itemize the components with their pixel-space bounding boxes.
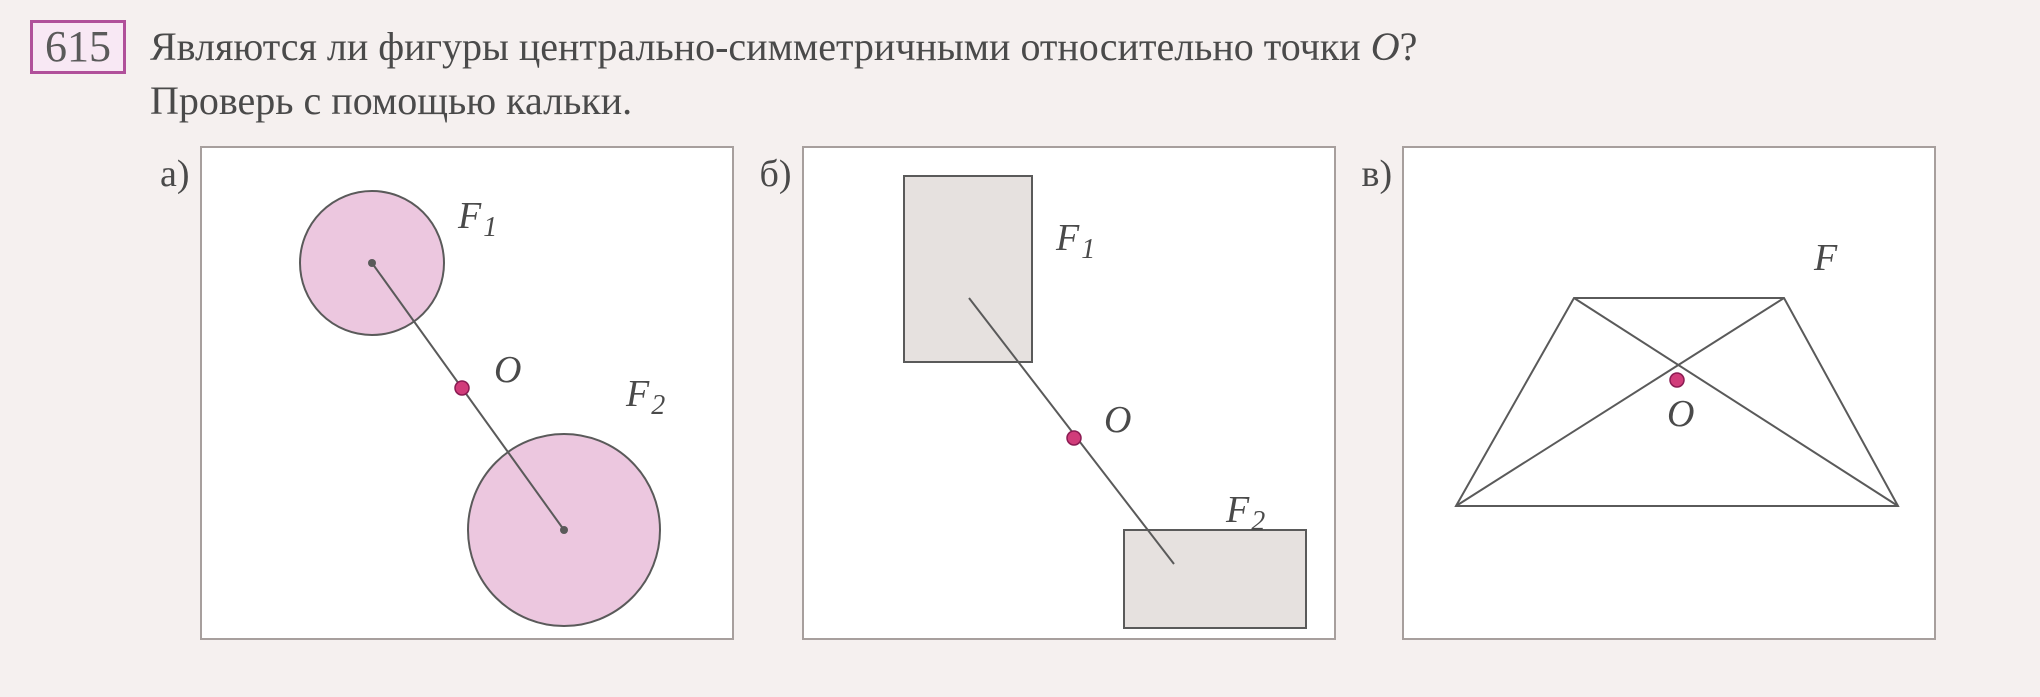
svg-text:F: F	[1813, 237, 1838, 279]
svg-text:F1: F1	[457, 195, 497, 243]
svg-text:O: O	[1667, 393, 1694, 435]
svg-text:F1: F1	[1055, 217, 1095, 265]
problem-number-box: 615	[30, 20, 126, 74]
panel-b-svg: O F1 F2	[804, 148, 1334, 638]
question-text: Являются ли фигуры центрально-симметричн…	[150, 20, 1417, 128]
question-line1: Являются ли фигуры центрально-симметричн…	[150, 24, 1361, 69]
question-point-var: O	[1371, 24, 1400, 69]
panel-b-wrap: б) O F1 F2	[760, 146, 1336, 640]
svg-text:F2: F2	[625, 373, 665, 421]
panel-c-wrap: в) OF	[1362, 146, 1937, 640]
svg-text:O: O	[1104, 399, 1131, 441]
panel-a-label: а)	[160, 152, 190, 196]
panel-a-wrap: а) O F1 F2	[160, 146, 734, 640]
panel-c-box: OF	[1402, 146, 1936, 640]
panel-b-label: б)	[760, 152, 792, 196]
panel-c-label: в)	[1362, 152, 1393, 196]
question-line2: Проверь с помощью кальки.	[150, 78, 632, 123]
panel-c-svg: OF	[1404, 148, 1934, 638]
svg-text:O: O	[494, 349, 521, 391]
panel-a-box: O F1 F2	[200, 146, 734, 640]
question-mark: ?	[1400, 24, 1418, 69]
panels-row: а) OF1F2 б) OF1F2 в) OF	[160, 146, 2010, 640]
panel-b-box: O F1 F2	[802, 146, 1336, 640]
svg-text:F2: F2	[1225, 489, 1265, 537]
panel-a-svg: O F1 F2	[202, 148, 732, 638]
problem-header: 615 Являются ли фигуры центрально-симмет…	[30, 20, 2010, 128]
